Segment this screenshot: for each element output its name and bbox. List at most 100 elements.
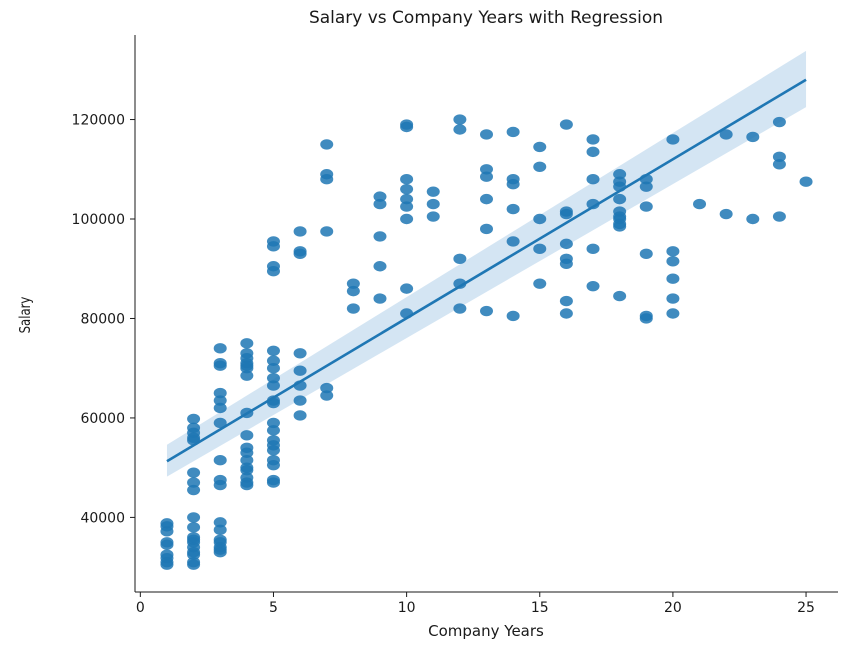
- data-point: [187, 549, 201, 560]
- data-point: [373, 293, 387, 304]
- data-point: [266, 445, 280, 456]
- data-point: [453, 253, 467, 264]
- data-point: [187, 522, 201, 533]
- data-point: [266, 266, 280, 277]
- data-point: [213, 343, 227, 354]
- data-point: [400, 201, 414, 212]
- data-point: [453, 114, 467, 125]
- data-point: [533, 141, 547, 153]
- data-point: [426, 186, 440, 197]
- data-point: [213, 402, 227, 414]
- x-tick-label: 10: [398, 600, 416, 616]
- data-point: [266, 417, 280, 429]
- data-point: [480, 305, 493, 317]
- data-point: [772, 151, 786, 163]
- x-tick-label: 25: [797, 600, 815, 616]
- data-point: [772, 159, 786, 170]
- data-point: [266, 477, 280, 488]
- y-tick-label: 40000: [80, 510, 125, 526]
- x-axis: 0 5 10 15 20 25: [135, 591, 838, 616]
- data-point: [559, 308, 573, 319]
- data-point: [533, 213, 547, 225]
- data-point: [240, 455, 254, 466]
- data-point: [266, 241, 280, 252]
- data-point: [213, 479, 227, 491]
- data-point: [160, 559, 174, 570]
- data-point: [187, 484, 201, 496]
- data-point: [426, 198, 440, 210]
- data-point: [293, 226, 307, 237]
- data-point: [719, 129, 733, 140]
- data-point: [480, 129, 493, 140]
- data-point: [533, 161, 547, 172]
- data-point: [373, 198, 387, 210]
- data-point: [533, 243, 547, 255]
- data-point: [266, 363, 280, 374]
- data-point: [266, 372, 280, 384]
- chart-title: Salary vs Company Years with Regression: [309, 8, 663, 28]
- data-point: [187, 559, 201, 570]
- data-point: [187, 512, 201, 523]
- data-point: [639, 248, 653, 260]
- data-point: [400, 283, 414, 294]
- data-point: [506, 178, 520, 190]
- data-point: [320, 174, 334, 185]
- data-point: [400, 193, 414, 205]
- data-point: [187, 467, 201, 478]
- data-point: [320, 226, 334, 237]
- data-point: [266, 459, 280, 471]
- data-point: [240, 338, 254, 349]
- plot-area: [160, 50, 813, 570]
- data-point: [240, 370, 254, 381]
- data-point: [293, 395, 307, 406]
- data-point: [240, 447, 254, 458]
- data-point: [480, 164, 493, 175]
- data-point: [240, 363, 254, 374]
- data-point: [373, 261, 387, 272]
- y-axis-label: Salary: [18, 297, 35, 334]
- data-point: [346, 303, 360, 314]
- data-point: [480, 223, 493, 235]
- data-point: [160, 539, 174, 550]
- data-point: [160, 526, 174, 537]
- data-point: [293, 248, 307, 260]
- data-point: [639, 313, 653, 324]
- data-point: [586, 243, 600, 255]
- data-point: [799, 176, 813, 187]
- data-point: [213, 360, 227, 371]
- data-point: [613, 169, 627, 180]
- data-point: [213, 455, 227, 466]
- data-point: [346, 278, 360, 289]
- data-point: [586, 134, 600, 145]
- data-point: [666, 256, 680, 267]
- data-point: [240, 464, 254, 476]
- data-point: [586, 280, 600, 292]
- data-point: [480, 171, 493, 182]
- data-point: [586, 174, 600, 185]
- data-point: [586, 146, 600, 158]
- data-point: [266, 425, 280, 436]
- data-point: [213, 395, 227, 406]
- data-point: [426, 211, 440, 222]
- data-point: [266, 380, 280, 391]
- data-point: [533, 278, 547, 289]
- data-point: [320, 390, 334, 401]
- data-point: [559, 119, 573, 130]
- scatter-points: [160, 114, 813, 570]
- data-point: [240, 430, 254, 441]
- data-point: [293, 410, 307, 421]
- data-point: [506, 126, 520, 138]
- x-axis-label: Company Years: [428, 622, 544, 640]
- data-point: [639, 181, 653, 192]
- data-point: [187, 413, 201, 425]
- data-point: [240, 479, 254, 491]
- data-point: [480, 193, 493, 205]
- data-point: [506, 236, 520, 247]
- data-point: [373, 191, 387, 202]
- x-tick-label: 0: [136, 600, 145, 616]
- x-tick-label: 5: [269, 600, 278, 616]
- data-point: [506, 310, 520, 322]
- data-point: [320, 382, 334, 394]
- data-point: [666, 273, 680, 284]
- data-point: [400, 174, 414, 185]
